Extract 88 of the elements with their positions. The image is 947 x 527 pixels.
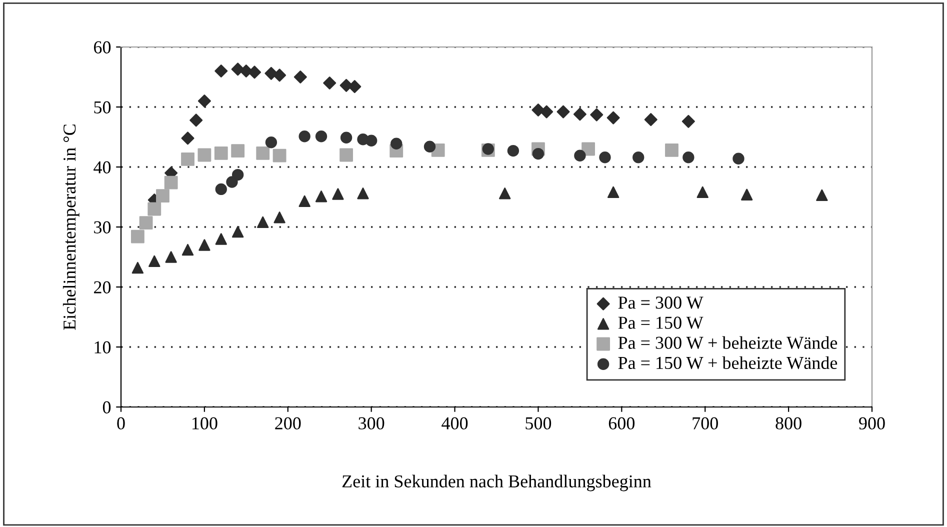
point: [315, 190, 328, 202]
point: [590, 108, 604, 122]
point: [607, 186, 620, 198]
point: [257, 216, 269, 228]
y-tick-label: 0: [102, 401, 111, 414]
point: [190, 114, 203, 127]
point: [532, 148, 544, 160]
point: [164, 176, 178, 190]
point: [606, 111, 620, 124]
y-tick-label: 10: [94, 341, 111, 354]
point: [148, 202, 162, 216]
point: [732, 152, 744, 164]
x-tick-label: 200: [275, 417, 301, 430]
point: [132, 262, 144, 274]
point: [574, 150, 586, 162]
point: [265, 136, 278, 148]
point: [365, 134, 378, 146]
point: [256, 146, 270, 160]
point: [165, 251, 177, 263]
point: [248, 66, 262, 79]
point: [556, 105, 570, 118]
legend-label: Pa = 300 W + beheizte Wände: [618, 336, 838, 350]
x-tick-label: 100: [192, 417, 218, 430]
point: [139, 216, 153, 230]
point: [315, 130, 328, 142]
point: [390, 138, 402, 150]
y-tick-label: 50: [94, 101, 111, 114]
x-tick-label: 600: [608, 417, 635, 430]
point: [696, 186, 708, 198]
point: [499, 188, 511, 200]
point: [682, 114, 695, 128]
point: [198, 239, 210, 251]
point: [214, 146, 228, 160]
x-tick-label: 300: [358, 417, 384, 430]
y-tick-label: 60: [94, 41, 111, 54]
point: [156, 189, 170, 203]
legend-label: Pa = 150 W: [618, 316, 704, 329]
point: [682, 152, 694, 164]
point: [273, 68, 286, 82]
point: [181, 132, 194, 145]
point: [214, 64, 228, 78]
x-tick-label: 900: [859, 417, 885, 430]
point: [599, 152, 611, 164]
point: [507, 144, 520, 157]
point: [226, 176, 238, 188]
point: [323, 76, 336, 90]
point: [181, 152, 194, 166]
point: [294, 70, 307, 84]
point: [532, 103, 545, 117]
point: [298, 130, 310, 142]
point: [272, 148, 286, 162]
x-axis-title: Zeit in Sekunden nach Behandlungsbeginn: [342, 474, 652, 492]
x-tick-label: 400: [442, 417, 468, 430]
point: [298, 195, 310, 208]
point: [540, 105, 554, 118]
point: [644, 113, 658, 126]
point: [340, 148, 354, 162]
point: [357, 188, 369, 200]
point: [148, 255, 160, 268]
x-tick-label: 700: [692, 417, 718, 430]
point: [198, 148, 212, 162]
point: [130, 230, 144, 244]
point: [573, 108, 586, 121]
y-tick-label: 30: [94, 221, 111, 234]
x-tick-label: 0: [117, 417, 125, 430]
y-tick-label: 40: [94, 161, 111, 174]
point: [274, 212, 286, 224]
point: [215, 233, 227, 245]
point: [182, 244, 194, 256]
point: [740, 188, 753, 200]
point: [231, 144, 245, 158]
point: [424, 140, 436, 152]
point: [816, 189, 828, 202]
point: [340, 132, 352, 144]
point: [332, 188, 344, 200]
legend-label: Pa = 300 W: [618, 296, 704, 309]
point: [232, 168, 244, 181]
point: [665, 143, 678, 157]
y-axis-title: Eichelinnentemperatur in °C: [62, 124, 80, 330]
x-tick-label: 500: [526, 417, 552, 430]
y-tick-label: 20: [94, 281, 111, 294]
point: [232, 226, 244, 238]
point: [215, 183, 227, 196]
point: [198, 94, 211, 108]
point: [348, 80, 362, 94]
legend-label: Pa = 150 W + beheizte Wände: [618, 356, 838, 370]
point: [632, 152, 644, 164]
x-tick-label: 800: [776, 417, 802, 430]
